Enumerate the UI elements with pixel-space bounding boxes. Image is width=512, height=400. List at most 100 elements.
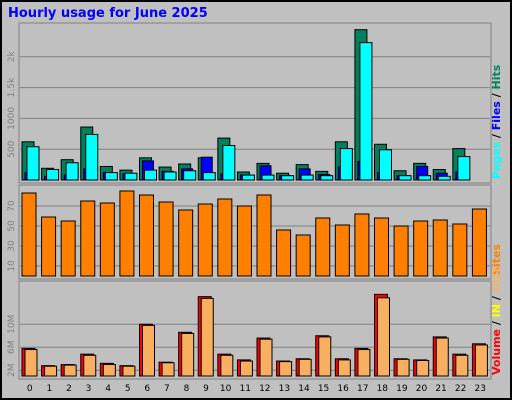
bar-out-0 <box>24 349 38 377</box>
bar-out-13 <box>279 361 293 377</box>
y-tick-label: 70 <box>7 200 17 212</box>
legend-entry: Pages <box>490 141 503 179</box>
legend-entry: Volume <box>490 329 503 375</box>
bar-sites-14 <box>295 234 311 277</box>
bar-pages-8 <box>183 170 197 181</box>
bar-pages-3 <box>85 133 99 181</box>
y-tick-label: 50 <box>7 220 17 232</box>
bar-sites-1 <box>41 216 57 277</box>
bar-sites-22 <box>452 223 468 277</box>
bar-pages-15 <box>320 175 334 181</box>
bar-out-10 <box>220 354 234 377</box>
legend-entry: / <box>490 130 503 142</box>
legend-entry: OUT <box>490 266 503 292</box>
bar-out-7 <box>161 362 175 377</box>
legend-entry: / <box>490 89 503 101</box>
bar-pages-16 <box>339 148 353 181</box>
x-tick-label: 1 <box>47 384 53 394</box>
x-tick-label: 0 <box>27 384 33 394</box>
bar-out-23 <box>474 344 488 377</box>
bar-sites-21 <box>432 219 448 277</box>
x-tick-label: 20 <box>416 384 428 394</box>
x-tick-label: 22 <box>455 384 466 394</box>
bar-sites-0 <box>21 192 37 277</box>
panel-border <box>18 280 492 380</box>
bar-pages-2 <box>65 162 79 181</box>
bar-pages-11 <box>241 174 255 181</box>
bar-sites-16 <box>334 224 350 277</box>
x-tick-label: 5 <box>125 384 131 394</box>
bar-pages-20 <box>418 175 432 181</box>
bar-out-21 <box>435 337 449 377</box>
y-tick-label: 2M <box>7 364 17 378</box>
bar-sites-7 <box>158 201 174 277</box>
bar-pages-19 <box>398 175 412 181</box>
bar-out-12 <box>259 338 273 377</box>
x-tick-label: 7 <box>164 384 170 394</box>
panel-hits-files-pages: 500 1000 1.5k 2k Pages / Files / Hits <box>7 22 503 184</box>
x-tick-label: 14 <box>298 384 310 394</box>
x-tick-label: 17 <box>357 384 368 394</box>
legend-volume: Volume / IN / OUT <box>490 266 503 375</box>
bar-pages-12 <box>261 174 275 181</box>
x-tick-label: 2 <box>66 384 72 394</box>
bar-out-6 <box>142 324 155 377</box>
legend-hits-files-pages: Pages / Files / Hits <box>490 64 503 179</box>
bar-sites-18 <box>374 217 389 277</box>
bar-sites-10 <box>217 198 233 277</box>
bar-out-3 <box>83 354 97 377</box>
bar-sites-12 <box>256 194 272 277</box>
y-tick-label: 500 <box>7 140 17 157</box>
x-tick-label: 6 <box>144 384 150 394</box>
x-tick-label: 19 <box>396 384 408 394</box>
bar-sites-2 <box>60 220 76 277</box>
bar-out-18 <box>377 297 390 377</box>
bar-out-9 <box>200 297 214 377</box>
x-tick-label: 3 <box>86 384 92 394</box>
bar-pages-4 <box>104 172 118 181</box>
bar-pages-1 <box>46 169 60 181</box>
legend-entry: / <box>490 317 503 329</box>
x-tick-label: 9 <box>203 384 209 394</box>
panel-volume: 2M 6M 10M Volume / IN / OUT <box>7 266 503 380</box>
bar-out-17 <box>357 349 371 377</box>
y-tick-label: 10 <box>7 260 17 272</box>
x-tick-label: 10 <box>220 384 232 394</box>
bar-sites-23 <box>471 208 487 277</box>
bar-sites-4 <box>99 202 115 277</box>
panel-border <box>18 184 492 280</box>
bar-pages-5 <box>124 172 138 181</box>
y-tick-label: 1000 <box>7 107 17 130</box>
chart-title: Hourly usage for June 2025 <box>8 6 208 21</box>
bar-pages-21 <box>437 175 451 181</box>
x-tick-label: 15 <box>318 384 329 394</box>
y-tick-label: 2k <box>7 51 17 63</box>
x-tick-label: 13 <box>279 384 290 394</box>
x-tick-label: 4 <box>105 384 111 394</box>
bar-out-4 <box>102 364 116 377</box>
legend-sites: Sites <box>490 244 503 275</box>
bar-out-11 <box>239 360 253 377</box>
legend-entry: IN <box>490 304 503 317</box>
bar-pages-14 <box>300 174 314 181</box>
bar-out-2 <box>63 364 77 377</box>
x-tick-label: 8 <box>184 384 190 394</box>
y-tick-label: 10M <box>7 315 17 334</box>
bar-pages-0 <box>26 146 40 181</box>
bar-pages-9 <box>202 172 216 181</box>
bar-out-1 <box>44 365 58 377</box>
bar-pages-22 <box>457 156 471 181</box>
bar-sites-3 <box>80 200 96 277</box>
legend-entry: Sites <box>490 244 503 275</box>
bar-pages-18 <box>379 149 392 181</box>
bar-sites-17 <box>354 213 370 277</box>
bar-out-19 <box>396 358 410 377</box>
bar-pages-10 <box>222 145 236 181</box>
bar-pages-13 <box>281 175 295 181</box>
bar-out-22 <box>455 354 469 377</box>
bar-sites-13 <box>276 229 292 277</box>
y-tick-label: 6M <box>7 341 17 355</box>
bar-sites-20 <box>413 220 429 277</box>
